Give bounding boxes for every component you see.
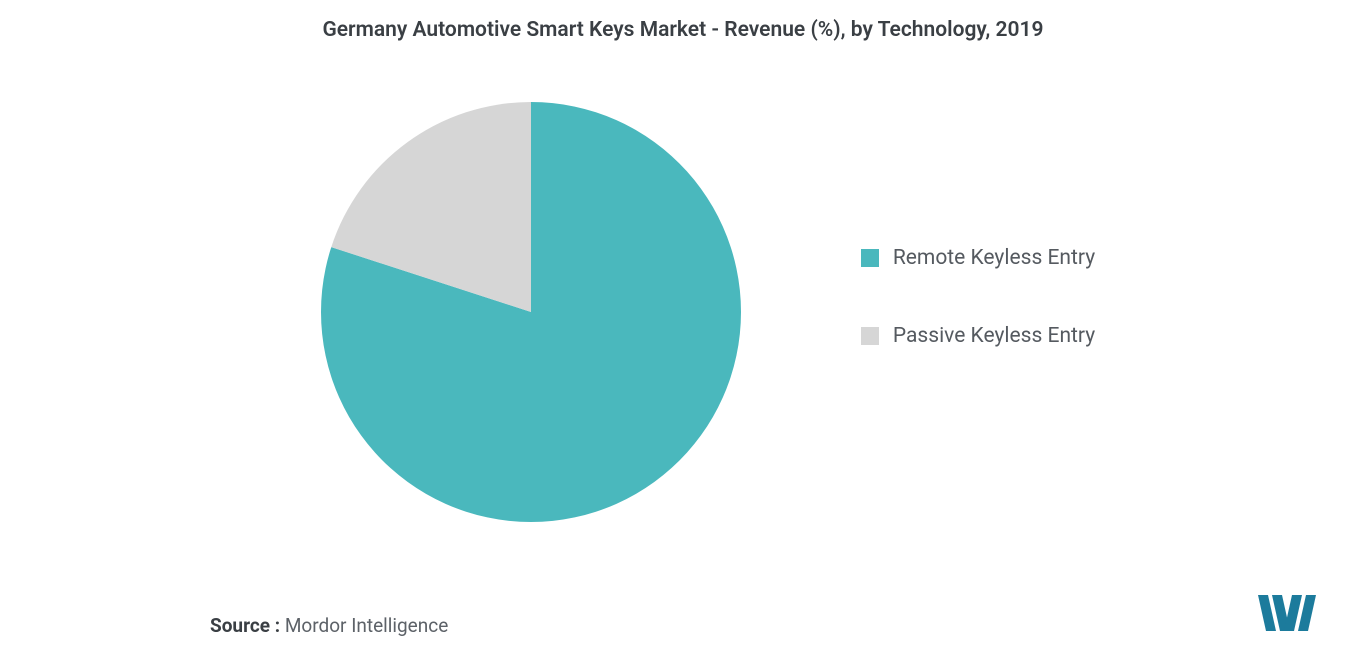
pie-chart <box>321 102 741 522</box>
brand-logo <box>1256 593 1326 633</box>
legend: Remote Keyless Entry Passive Keyless Entr… <box>861 246 1095 348</box>
chart-title: Germany Automotive Smart Keys Market - R… <box>24 18 1342 42</box>
legend-item-1: Passive Keyless Entry <box>861 324 1095 348</box>
legend-swatch-1 <box>861 327 879 345</box>
chart-body: Remote Keyless Entry Passive Keyless Entr… <box>24 72 1342 552</box>
legend-label-1: Passive Keyless Entry <box>893 324 1095 348</box>
legend-item-0: Remote Keyless Entry <box>861 246 1095 270</box>
logo-svg <box>1256 593 1326 633</box>
chart-container: Germany Automotive Smart Keys Market - R… <box>0 0 1366 655</box>
legend-swatch-0 <box>861 249 879 267</box>
source-footer: Source : Mordor Intelligence <box>210 614 448 637</box>
source-text: Mordor Intelligence <box>285 614 448 637</box>
legend-label-0: Remote Keyless Entry <box>893 246 1095 270</box>
source-label: Source : <box>210 614 280 637</box>
pie-svg <box>321 102 741 522</box>
